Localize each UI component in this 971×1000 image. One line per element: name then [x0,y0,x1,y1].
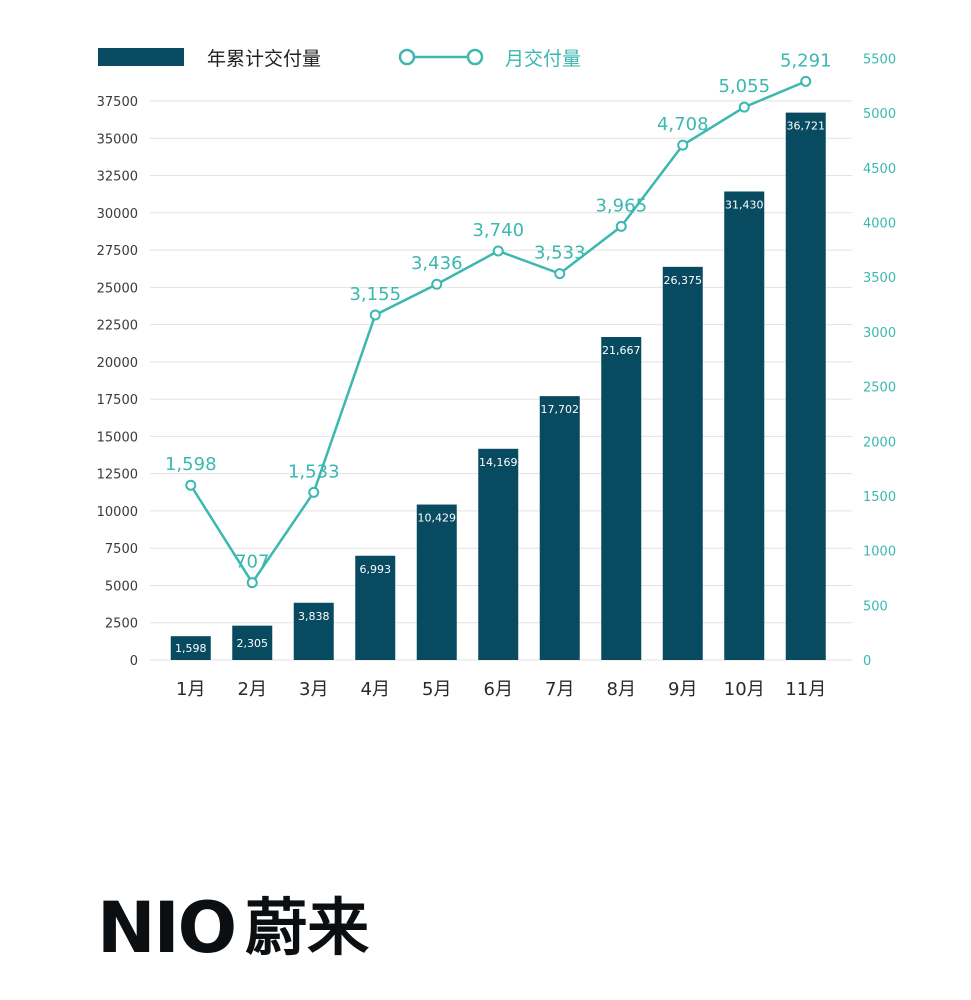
bar-data-label: 14,169 [479,456,518,469]
bar [416,504,457,660]
bar-data-label: 17,702 [541,403,580,416]
line-data-label: 5,055 [718,76,770,97]
y-right-tick-label: 2500 [863,381,896,396]
y-left-tick-label: 37500 [97,95,138,110]
y-right-tick-label: 4000 [863,217,896,232]
line-point [492,245,504,257]
legend-bar-label: 年累计交付量 [207,48,321,70]
line-point [615,220,627,232]
y-right-tick-label: 1500 [863,490,896,505]
line-point [246,577,258,589]
bar-data-label: 3,838 [298,610,330,623]
y-left-tick-label: 20000 [97,356,138,371]
x-tick-label: 4月 [361,679,390,700]
x-tick-label: 2月 [238,679,267,700]
y-right-tick-label: 3500 [863,271,896,286]
x-tick-label: 10月 [724,679,765,700]
line-point [554,268,566,280]
bar-data-label: 21,667 [602,344,641,357]
y-left-tick-label: 15000 [97,430,138,445]
y-left-tick-label: 0 [130,654,138,669]
x-tick-label: 5月 [422,679,451,700]
y-left-tick-label: 27500 [97,244,138,259]
y-left-tick-label: 12500 [97,468,138,483]
bar [662,266,703,660]
y-left-tick-label: 35000 [97,132,138,147]
logo-cjk: 蔚来 [245,891,370,964]
y-left-tick-label: 7500 [105,542,138,557]
line-point [308,486,320,498]
y-right-tick-label: 0 [863,654,871,669]
line-data-label: 3,155 [349,284,401,305]
y-left-tick-label: 22500 [97,319,138,334]
x-tick-label: 8月 [607,679,636,700]
line-data-label: 3,533 [534,243,586,264]
y-left-tick-label: 5000 [105,579,138,594]
line-data-label: 3,436 [411,253,463,274]
x-tick-label: 7月 [545,679,574,700]
y-right-tick-label: 4500 [863,162,896,177]
logo-latin: NIO [97,887,237,969]
bar [232,625,273,660]
y-left-tick-label: 25000 [97,281,138,296]
line-data-label: 1,533 [288,461,340,482]
bar-data-label: 31,430 [725,198,764,211]
line-point [738,101,750,113]
x-tick-label: 3月 [299,679,328,700]
legend-line-marker [398,48,416,66]
x-tick-label: 1月 [176,679,205,700]
bar-data-label: 2,305 [237,637,269,650]
bar-data-label: 1,598 [175,642,207,655]
bar [601,337,642,660]
y-right-tick-label: 1000 [863,545,896,560]
bar [724,191,765,660]
line-data-label: 1,598 [165,454,217,475]
y-right-tick-label: 5000 [863,107,896,122]
line-point [677,139,689,151]
bar [478,448,519,660]
y-left-tick-label: 30000 [97,207,138,222]
x-tick-label: 9月 [668,679,697,700]
legend-line-label: 月交付量 [505,48,581,70]
legend-bar-swatch [98,48,184,66]
y-left-tick-label: 17500 [97,393,138,408]
line-data-label: 4,708 [657,114,709,135]
y-left-tick-label: 10000 [97,505,138,520]
chart: 0250050007500100001250015000175002000022… [97,48,896,700]
line-point [369,309,381,321]
bar [785,112,826,660]
line-data-label: 3,965 [595,195,647,216]
line-point [431,278,443,290]
y-right-tick-label: 3000 [863,326,896,341]
line-data-label: 3,740 [472,220,524,241]
bar [539,396,580,660]
bar [170,636,211,660]
nio-logo: NIO 蔚来 [97,888,369,968]
legend-line-marker [466,48,484,66]
bar [293,602,334,660]
bar-data-label: 10,429 [418,512,457,525]
line-data-label: 707 [235,552,269,573]
y-left-tick-label: 32500 [97,170,138,185]
line-point [185,479,197,491]
y-right-tick-label: 5500 [863,53,896,68]
x-tick-label: 11月 [785,679,826,700]
x-tick-label: 6月 [484,679,513,700]
line-point [800,75,812,87]
line-data-label: 5,291 [780,50,832,71]
bar-data-label: 6,993 [360,563,392,576]
bar [355,555,396,660]
y-right-tick-label: 500 [863,599,888,614]
y-left-tick-label: 2500 [105,617,138,632]
bar-data-label: 36,721 [787,120,826,133]
bar-data-label: 26,375 [664,274,703,287]
y-right-tick-label: 2000 [863,435,896,450]
